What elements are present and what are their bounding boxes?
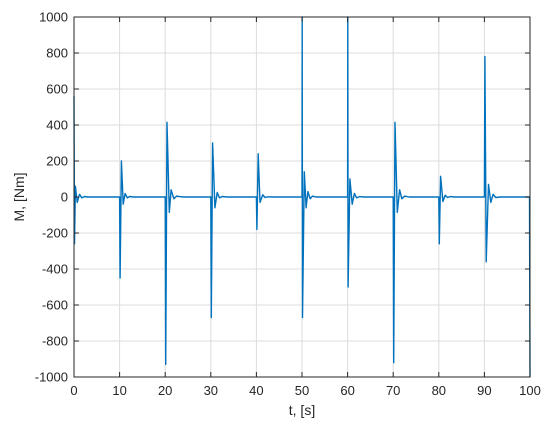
y-tick-label: -1000 xyxy=(35,370,68,385)
series-layer xyxy=(73,16,531,378)
y-tick-label: -400 xyxy=(42,262,68,277)
tick-marks xyxy=(73,16,531,378)
x-tick-label: 80 xyxy=(432,383,446,398)
y-tick-label: 600 xyxy=(46,82,68,97)
y-tick-label: 200 xyxy=(46,154,68,169)
series-line xyxy=(73,16,531,378)
y-tick-label: -200 xyxy=(42,226,68,241)
y-tick-label: 400 xyxy=(46,118,68,133)
x-tick-label: 50 xyxy=(295,383,309,398)
x-tick-label: 0 xyxy=(70,383,77,398)
x-tick-label: 40 xyxy=(249,383,263,398)
y-axis-label: M, [Nm] xyxy=(11,173,27,222)
y-tick-label: 1000 xyxy=(39,10,68,25)
y-tick-label: 800 xyxy=(46,46,68,61)
x-tick-label: 100 xyxy=(519,383,541,398)
y-tick-label: -800 xyxy=(42,334,68,349)
y-tick-label: 0 xyxy=(61,190,68,205)
y-tick-labels: -1000 -800 -600 -400 -200 0 200 400 600 800 1000 xyxy=(35,10,68,385)
x-tick-label: 90 xyxy=(477,383,491,398)
x-tick-label: 30 xyxy=(204,383,218,398)
x-tick-label: 20 xyxy=(158,383,172,398)
x-tick-label: 60 xyxy=(340,383,354,398)
x-tick-label: 70 xyxy=(386,383,400,398)
x-tick-labels: 0 10 20 30 40 50 60 70 80 90 100 xyxy=(70,383,540,398)
y-tick-label: -600 xyxy=(42,298,68,313)
x-tick-label: 10 xyxy=(112,383,126,398)
x-axis-label: t, [s] xyxy=(289,402,315,418)
